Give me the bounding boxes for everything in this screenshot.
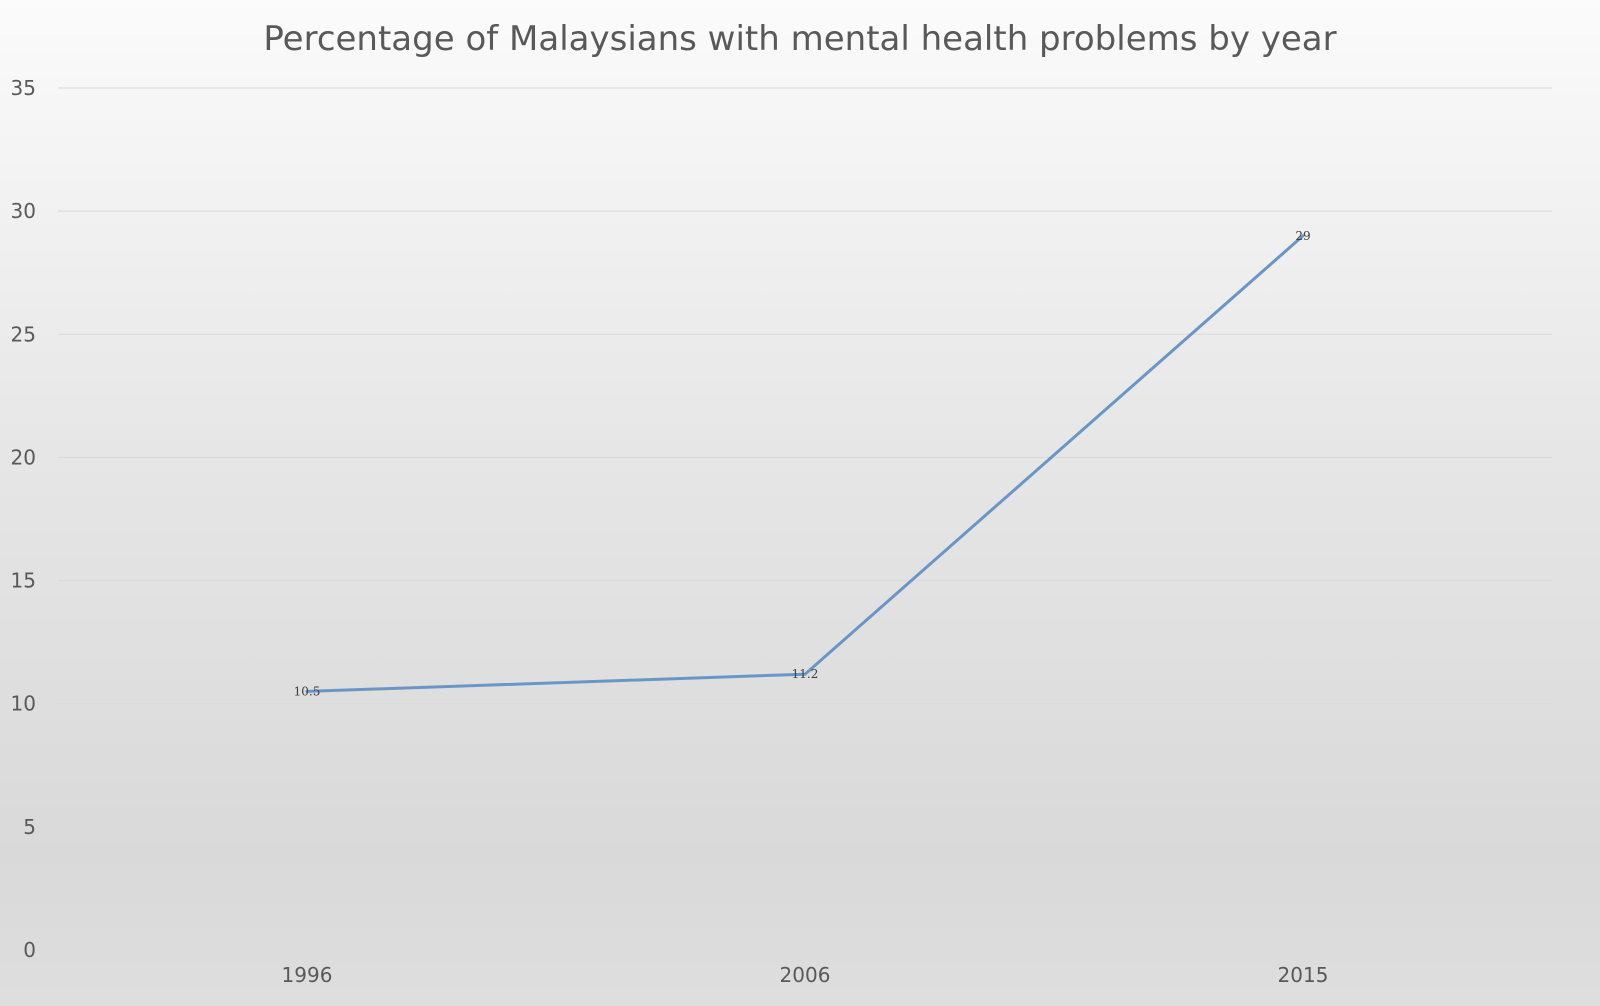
- series-line: [305, 234, 1305, 693]
- x-axis-tick-labels: 1996 2006 2015: [282, 963, 1329, 987]
- series-lines: [305, 234, 1305, 693]
- y-tick-label: 25: [11, 322, 36, 346]
- gridlines: [58, 87, 1552, 828]
- chart-title: Percentage of Malaysians with mental hea…: [263, 19, 1336, 59]
- data-labels: 10.5 11.2 29: [294, 229, 1311, 699]
- y-tick-label: 35: [11, 76, 36, 100]
- x-tick-label: 2006: [780, 963, 831, 987]
- data-label: 29: [1295, 229, 1310, 243]
- y-tick-label: 20: [11, 445, 36, 469]
- x-tick-label: 2015: [1278, 963, 1329, 987]
- data-label: 10.5: [294, 684, 321, 698]
- y-axis-tick-labels: 0 5 10 15 20 25 30 35: [11, 76, 36, 962]
- x-tick-label: 1996: [282, 963, 333, 987]
- data-label: 11.2: [792, 667, 819, 681]
- y-tick-label: 0: [23, 938, 36, 962]
- y-tick-label: 30: [11, 199, 36, 223]
- y-tick-label: 15: [11, 569, 36, 593]
- y-tick-label: 10: [11, 692, 36, 716]
- y-tick-label: 5: [23, 815, 36, 839]
